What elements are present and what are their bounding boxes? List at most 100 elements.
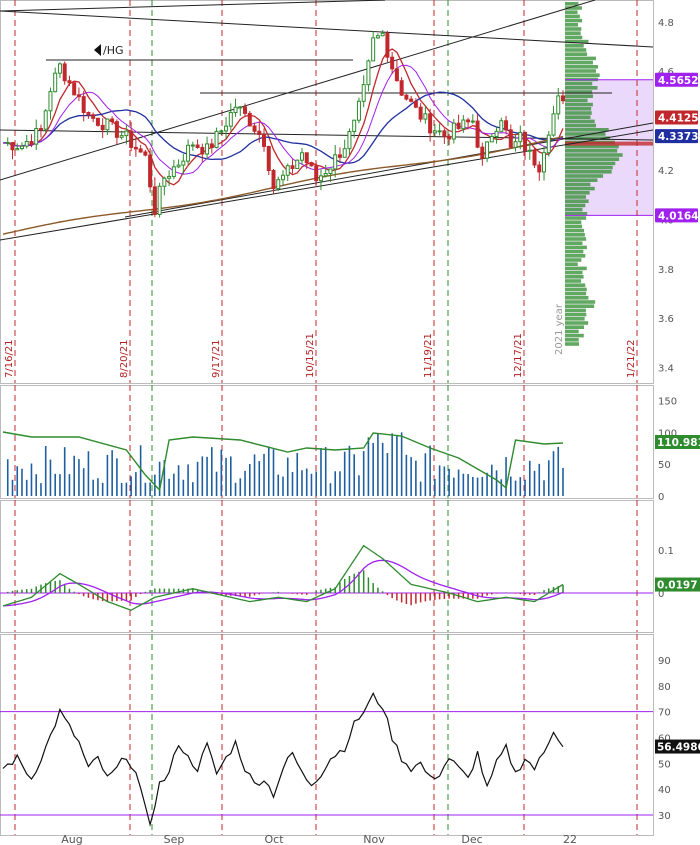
profile-bin — [565, 111, 592, 115]
panel-frame — [0, 634, 654, 836]
profile-bin — [565, 254, 586, 258]
fast-moving-average — [2, 48, 564, 186]
candle-body — [252, 125, 257, 132]
candle-body — [561, 95, 565, 102]
macd-line — [2, 544, 564, 611]
price-marker-tag — [655, 110, 698, 125]
candle-body — [171, 166, 176, 177]
profile-bin — [565, 107, 592, 111]
candle-body — [281, 174, 285, 181]
trend-line — [0, 0, 596, 181]
candle-body — [72, 82, 77, 96]
candle-body — [518, 131, 523, 143]
rsi-tick-label: 40 — [658, 785, 671, 796]
profile-bin — [565, 342, 580, 346]
profile-bin — [565, 48, 587, 52]
price-y-axis: 4.84.64.44.24.03.83.63.4 — [658, 18, 674, 375]
volume-tick-label: 150 — [658, 397, 677, 408]
symbol-label[interactable]: /HG — [94, 44, 124, 57]
profile-bin — [565, 308, 586, 313]
profile-bin — [565, 325, 585, 329]
volume-tick-label: 100 — [658, 428, 677, 439]
candle-body — [375, 35, 380, 39]
price-tick-label: 4.6 — [658, 67, 674, 78]
candle-body — [129, 130, 134, 148]
candle-body — [247, 112, 252, 127]
candle-body — [195, 144, 200, 149]
candle-body — [508, 129, 513, 148]
candle-body — [167, 175, 172, 179]
profile-bin — [565, 245, 587, 250]
profile-label: 2021 year — [554, 303, 565, 355]
profile-bin — [565, 94, 593, 98]
candle-body — [409, 98, 414, 102]
profile-bin — [565, 10, 578, 14]
price-tick-label: 3.8 — [658, 265, 674, 276]
candle-body — [523, 131, 528, 152]
profile-bin — [565, 270, 583, 275]
profile-bin — [565, 39, 589, 44]
candle-body — [276, 179, 281, 190]
candle-body — [394, 68, 399, 82]
profile-bin — [565, 69, 596, 73]
candle-body — [148, 154, 153, 188]
profile-bin — [565, 312, 587, 317]
profile-bin — [565, 283, 586, 287]
candle-body — [190, 144, 195, 147]
candle-body — [29, 140, 34, 145]
candle-body — [451, 122, 456, 140]
trend-line — [0, 0, 386, 12]
profile-bin — [565, 90, 593, 94]
profile-bin — [565, 262, 578, 266]
candle-body — [485, 141, 490, 159]
candle-body — [361, 84, 366, 102]
profile-bin — [565, 123, 597, 128]
profile-bin — [565, 317, 585, 321]
macd-last-tag-label: 0.0197 — [657, 580, 698, 592]
rsi-panel: 90 80 70 60 50 40 30 56.4986 — [0, 656, 700, 827]
candle-body — [86, 111, 91, 116]
price-tick-label: 4.2 — [658, 166, 674, 177]
candle-body — [542, 152, 547, 173]
candle-body — [456, 122, 461, 130]
profile-bin — [565, 102, 593, 107]
rsi-tick-label: 60 — [658, 734, 671, 745]
volume-tick-label: 0 — [658, 492, 664, 503]
price-marker-tag — [655, 72, 698, 87]
candle-body — [399, 80, 404, 96]
candle-body — [428, 113, 433, 134]
candle-body — [214, 130, 219, 149]
candle-body — [532, 149, 537, 166]
macd-signal-line — [2, 559, 564, 607]
point-of-control — [565, 141, 653, 146]
x-axis: Aug Sep Oct Nov Dec 22 — [61, 833, 577, 845]
candle-body — [380, 32, 385, 37]
rsi-tick-label: 30 — [658, 811, 671, 822]
candle-body — [423, 113, 428, 120]
profile-bin — [565, 161, 616, 166]
x-month-label: Sep — [164, 833, 185, 845]
candle-body — [385, 32, 390, 58]
candle-body — [546, 134, 551, 154]
candle-body — [513, 141, 518, 148]
mid-moving-average — [2, 64, 564, 175]
profile-bin — [565, 157, 620, 161]
candle-body — [48, 91, 53, 112]
rsi-tick-label: 50 — [658, 759, 671, 770]
rsi-last-tag — [655, 739, 700, 754]
candle-body — [271, 170, 276, 190]
profile-bin — [565, 195, 586, 199]
x-month-label: Oct — [264, 833, 284, 845]
profile-bin — [565, 153, 623, 157]
profile-bin — [565, 333, 584, 338]
price-marker-tag-label: 4.0164 — [658, 210, 699, 222]
candle-body — [233, 106, 238, 113]
candle-body — [299, 152, 304, 161]
profile-bin — [565, 212, 588, 216]
profile-bin — [565, 52, 588, 56]
candle-body — [347, 130, 352, 150]
macd-tick-label: 0 — [658, 589, 664, 600]
long-moving-average — [2, 135, 564, 235]
profile-bin — [565, 132, 606, 136]
